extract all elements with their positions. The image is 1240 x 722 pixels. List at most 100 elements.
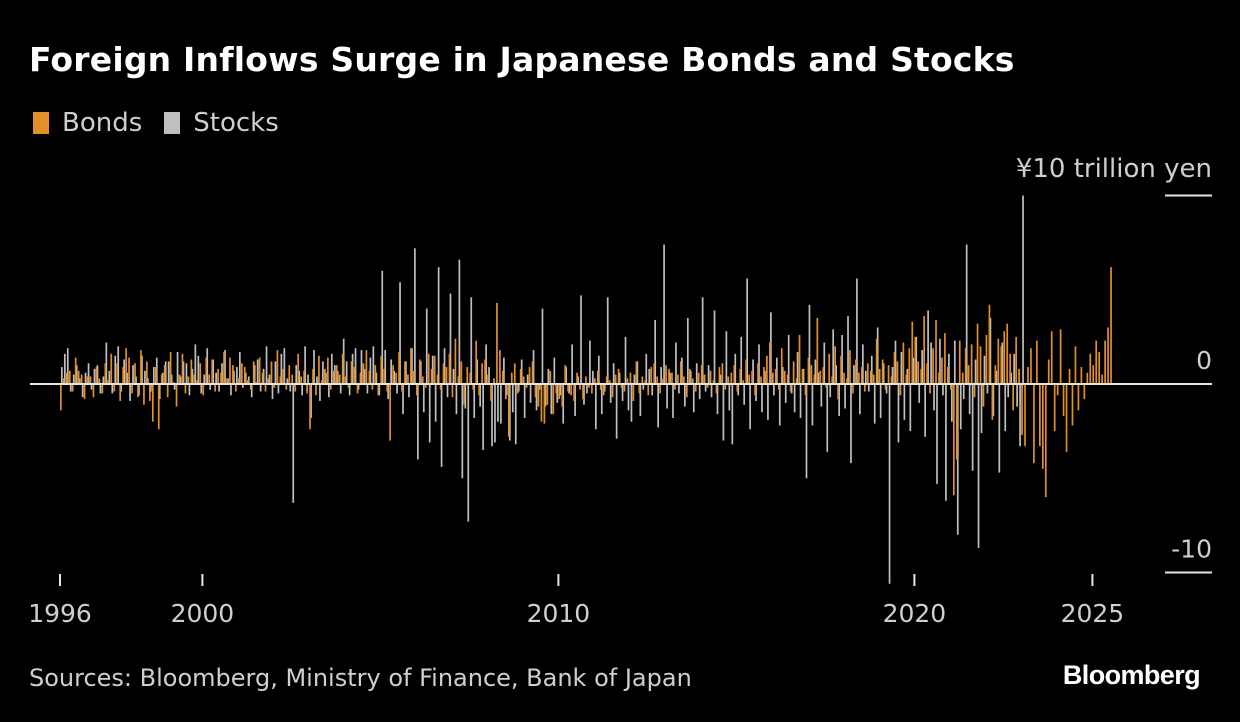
bonds-bar xyxy=(199,363,202,384)
bonds-bar xyxy=(567,384,569,392)
bonds-bar xyxy=(629,372,632,384)
stocks-bar xyxy=(256,359,259,385)
stocks-bar xyxy=(1013,353,1015,384)
stocks-bar xyxy=(695,363,698,384)
stocks-bar xyxy=(737,384,740,396)
bonds-bar xyxy=(638,384,641,394)
bonds-bar xyxy=(674,384,676,390)
stocks-bar xyxy=(292,384,295,503)
stocks-bar xyxy=(823,342,826,384)
bonds-bar xyxy=(297,353,300,384)
stocks-bar xyxy=(434,384,437,422)
bonds-bar xyxy=(766,355,768,385)
bonds-bar xyxy=(611,384,614,398)
stocks-bar xyxy=(686,318,689,384)
stocks-bar xyxy=(921,350,924,384)
stocks-bar xyxy=(271,384,274,400)
bonds-bar xyxy=(318,355,320,385)
bonds-bar xyxy=(543,384,546,424)
stocks-bar xyxy=(96,365,99,384)
stocks-bar xyxy=(968,384,971,415)
stocks-bar xyxy=(939,338,941,384)
bonds-bar xyxy=(697,372,700,384)
stocks-bar xyxy=(844,384,846,409)
stocks-bar xyxy=(455,384,458,415)
bonds-bar xyxy=(834,346,836,384)
stocks-bar xyxy=(197,355,200,385)
stocks-bar xyxy=(630,384,633,422)
bonds-bar xyxy=(979,346,982,384)
bonds-bar xyxy=(694,384,697,392)
bonds-bar xyxy=(929,384,931,394)
stocks-bar xyxy=(817,372,820,384)
bonds-bar xyxy=(825,384,828,388)
bonds-bar xyxy=(407,374,409,384)
stocks-bar xyxy=(891,367,894,384)
stocks-bar xyxy=(150,384,152,392)
chart-title: Foreign Inflows Surge in Japanese Bonds … xyxy=(29,40,1015,79)
bonds-bar xyxy=(137,384,139,398)
bonds-bar xyxy=(855,359,857,385)
stocks-bar xyxy=(666,384,668,409)
stocks-bar xyxy=(924,384,926,437)
stocks-bar xyxy=(799,384,802,418)
bonds-bar xyxy=(392,365,394,384)
stocks-bar xyxy=(980,384,983,434)
bonds-bar xyxy=(748,374,750,384)
stocks-bar xyxy=(814,359,817,385)
bonds-bar xyxy=(377,384,380,396)
stocks-bar xyxy=(274,361,277,384)
bonds-bar xyxy=(792,361,795,384)
bonds-bar xyxy=(1015,336,1017,385)
bonds-bar xyxy=(516,384,519,394)
bonds-bar xyxy=(306,384,308,394)
bonds-bar xyxy=(472,384,475,390)
stocks-bar xyxy=(778,384,781,426)
bonds-bar xyxy=(730,372,733,384)
stocks-bar xyxy=(164,361,167,384)
bonds-bar xyxy=(104,363,107,384)
stocks-bar xyxy=(764,370,766,385)
bonds-bar xyxy=(190,359,193,385)
bonds-bar xyxy=(534,384,537,398)
x-tick-label: 2010 xyxy=(527,599,591,628)
bonds-bar xyxy=(528,367,531,384)
stocks-bar xyxy=(244,372,247,384)
stocks-bar xyxy=(230,384,232,396)
bonds-bar xyxy=(160,374,163,384)
bonds-bar xyxy=(193,374,196,384)
stocks-bar xyxy=(535,384,538,411)
stocks-bar xyxy=(479,384,481,407)
bonds-bar xyxy=(549,370,552,385)
stocks-bar xyxy=(316,376,318,384)
stocks-bar xyxy=(568,384,570,394)
bonds-bar xyxy=(134,363,136,384)
stocks-bar xyxy=(621,384,624,401)
stocks-bar xyxy=(615,384,618,439)
stocks-bar xyxy=(206,348,209,384)
stocks-bar xyxy=(636,361,639,384)
stocks-bar xyxy=(767,384,769,420)
stocks-bar xyxy=(894,340,897,384)
bonds-bar xyxy=(288,365,291,384)
stocks-bar xyxy=(856,278,858,384)
bonds-bar xyxy=(840,355,842,385)
bonds-bar xyxy=(469,372,472,384)
stocks-bar xyxy=(992,384,995,417)
bonds-bar xyxy=(819,370,822,385)
bonds-bar xyxy=(760,376,762,384)
bonds-bar xyxy=(1098,351,1101,384)
bonds-bar xyxy=(128,357,130,384)
bonds-bar xyxy=(398,351,400,384)
bonds-bar xyxy=(232,365,234,384)
stocks-bar xyxy=(497,384,499,422)
bonds-bar xyxy=(119,384,122,401)
bonds-bar xyxy=(733,365,736,384)
stocks-bar xyxy=(253,365,256,384)
bonds-bar xyxy=(122,367,124,384)
bonds-bar xyxy=(831,376,834,384)
stocks-bar xyxy=(859,384,861,415)
stocks-bar xyxy=(417,384,419,460)
bonds-bar xyxy=(522,376,525,384)
